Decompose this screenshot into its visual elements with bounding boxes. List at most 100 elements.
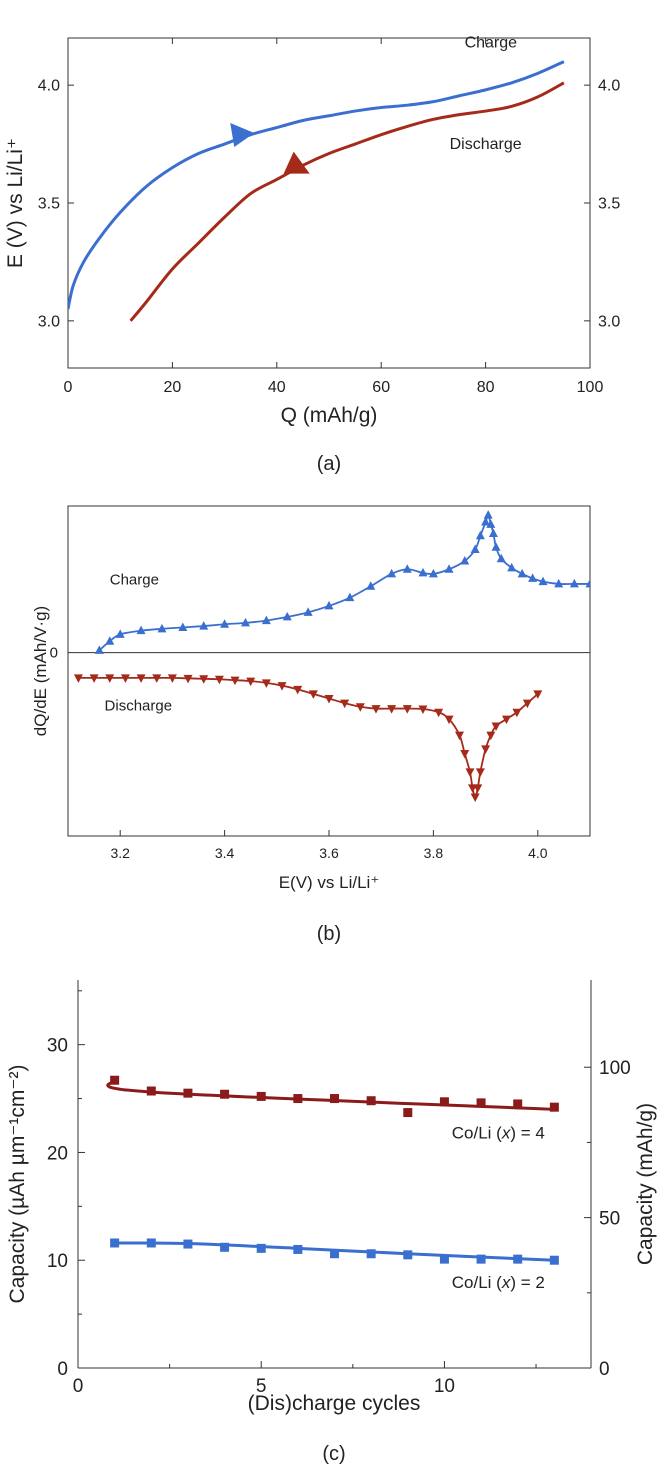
- data-point: [167, 674, 177, 683]
- series-line-discharge: [129, 81, 565, 322]
- data-point: [476, 1254, 486, 1264]
- marks-b: [73, 510, 590, 803]
- data-point: [444, 715, 454, 725]
- y-axis-label-c: Capacity (µAh µm⁻¹cm⁻²): [6, 1065, 29, 1304]
- y-tick-label-right: 50: [599, 1209, 620, 1230]
- data-point: [277, 682, 287, 691]
- data-point: [199, 675, 209, 684]
- y-tick-label-right: 4.0: [598, 78, 620, 95]
- panel-b: 3.2 3.4 3.6 3.8 4.0 0 Charge Discharge E(V) vs…: [31, 505, 591, 945]
- data-point: [330, 1249, 339, 1259]
- data-point: [517, 568, 527, 578]
- data-point: [483, 510, 493, 519]
- data-point: [488, 528, 498, 537]
- x-tick-label: 20: [164, 379, 182, 396]
- x-tick-label: 3.8: [424, 845, 444, 861]
- data-point: [434, 708, 444, 718]
- data-point: [146, 1086, 156, 1096]
- data-point: [157, 623, 167, 633]
- data-point: [199, 621, 209, 630]
- data-point: [387, 705, 397, 714]
- series-label: Discharge: [450, 136, 522, 153]
- data-point: [178, 622, 188, 631]
- label-variable: x: [501, 1123, 511, 1142]
- data-point: [94, 645, 104, 654]
- series-line-charge: [68, 60, 565, 310]
- series-label: Co/Li (x) = 4: [452, 1123, 545, 1142]
- series-label: Co/Li (x) = 2: [452, 1273, 545, 1292]
- y-tick-label-right: 100: [599, 1058, 631, 1079]
- y-axis-label-right-c: Capacity (mAh/g): [634, 1103, 657, 1265]
- x-tick-label: 100: [577, 379, 604, 396]
- series-line-charge: [98, 514, 590, 652]
- data-point: [115, 629, 125, 638]
- data-point: [481, 745, 491, 754]
- data-point: [475, 530, 485, 540]
- x-tick-label: 40: [268, 379, 286, 396]
- data-point: [513, 1099, 523, 1109]
- data-point: [475, 768, 485, 777]
- data-point: [183, 1088, 193, 1098]
- data-point: [549, 1255, 559, 1265]
- caption-a: (a): [317, 453, 341, 475]
- plot-frame-a: [67, 37, 591, 369]
- data-point: [303, 607, 313, 616]
- fit-line: [114, 1241, 555, 1262]
- data-point: [486, 519, 496, 528]
- label-variable: x: [501, 1273, 511, 1292]
- marks-a: [68, 60, 565, 322]
- data-point: [355, 703, 365, 712]
- data-point: [152, 674, 162, 683]
- x-tick-label: 60: [372, 379, 390, 396]
- data-point: [402, 564, 412, 573]
- data-point: [256, 1243, 266, 1253]
- data-point: [418, 567, 428, 577]
- data-point: [549, 1102, 559, 1112]
- panel-a: 0 20 40 60 80 100 3.0 3.5 4.0 3.0 3.5 4.0 Charge Dis…: [4, 35, 620, 475]
- tick-group-b: 3.2 3.4 3.6 3.8 4.0 0: [50, 645, 590, 861]
- data-point: [345, 592, 355, 602]
- label-prefix: Co/Li (: [452, 1123, 502, 1142]
- x-tick-label: 0: [64, 379, 73, 396]
- data-point: [89, 674, 99, 683]
- series-labels-b: Charge Discharge: [105, 571, 173, 714]
- data-point: [465, 768, 475, 777]
- data-point: [220, 619, 230, 628]
- data-point: [230, 676, 240, 686]
- data-point: [554, 578, 564, 588]
- x-tick-label: 0: [73, 1376, 84, 1397]
- data-point: [501, 715, 511, 725]
- data-point: [73, 674, 83, 683]
- caption-c: (c): [322, 1443, 345, 1465]
- x-axis-label-b: E(V) vs Li/Li⁺: [279, 873, 380, 892]
- data-point: [491, 542, 501, 551]
- y-tick-label: 4.0: [38, 78, 60, 95]
- marks-c: [106, 1075, 559, 1265]
- data-point: [136, 674, 146, 683]
- y-axis-label-b: dQ/dE (mAh/V·g): [31, 606, 50, 736]
- data-point: [105, 636, 115, 645]
- data-point: [460, 750, 470, 759]
- x-axis-label-a: Q (mAh/g): [281, 404, 378, 427]
- data-point: [428, 568, 438, 578]
- y-tick-label-right: 3.0: [598, 313, 620, 330]
- data-point: [340, 699, 350, 709]
- data-point: [403, 1108, 413, 1118]
- data-point: [491, 722, 501, 731]
- data-point: [146, 1238, 156, 1248]
- y-tick-label: 3.5: [38, 196, 60, 213]
- data-point: [418, 705, 428, 715]
- data-point: [256, 1091, 266, 1101]
- data-point: [470, 793, 480, 803]
- direction-arrow-charge: [230, 123, 255, 147]
- data-point: [120, 674, 130, 683]
- data-point: [371, 705, 381, 714]
- x-tick-label: 3.4: [215, 845, 235, 861]
- data-point: [282, 611, 292, 621]
- data-point: [183, 674, 193, 684]
- y-tick-label: 3.0: [38, 313, 60, 330]
- data-point: [366, 581, 376, 590]
- data-point: [240, 617, 250, 627]
